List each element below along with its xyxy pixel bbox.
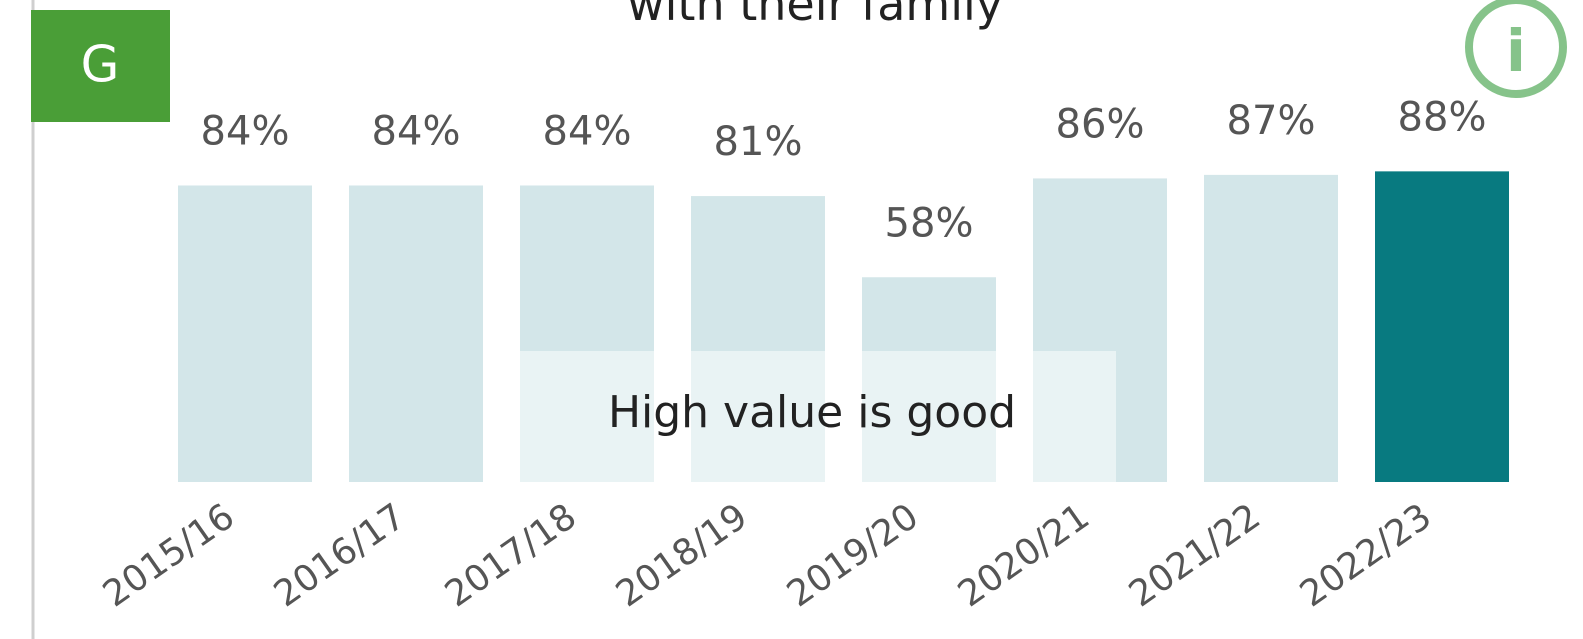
info-button[interactable]: i xyxy=(1465,0,1567,98)
x-tick-label: 2015/16 xyxy=(96,496,242,615)
x-tick-label: 2020/21 xyxy=(951,496,1097,615)
overlay: High value is good xyxy=(520,351,1116,482)
x-tick-label: 2019/20 xyxy=(780,496,926,615)
info-circle[interactable] xyxy=(1465,0,1567,98)
x-tick-label: 2021/22 xyxy=(1122,496,1268,615)
annotation: High value is good xyxy=(608,387,1016,438)
rating-badge xyxy=(31,10,170,122)
rating-badge-text: G xyxy=(81,36,120,94)
value-label: 58% xyxy=(885,200,974,246)
bar xyxy=(178,185,312,483)
chart-title: with their family xyxy=(627,0,1003,31)
value-label: 84% xyxy=(543,108,632,154)
bar xyxy=(1204,174,1338,482)
bar xyxy=(349,185,483,483)
value-label: 84% xyxy=(372,108,461,154)
x-tick-label: 2016/17 xyxy=(267,496,413,615)
value-label: 81% xyxy=(714,119,803,165)
bar xyxy=(1375,171,1509,483)
info-icon[interactable]: i xyxy=(1506,17,1526,85)
value-label: 84% xyxy=(201,108,290,154)
value-label: 87% xyxy=(1227,98,1316,144)
value-label: 86% xyxy=(1056,101,1145,147)
x-tick-label: 2018/19 xyxy=(609,496,755,615)
annotation-box xyxy=(520,351,1116,482)
x-tick-label: 2017/18 xyxy=(438,496,584,615)
x-tick-label: 2022/23 xyxy=(1293,496,1439,615)
value-label: 88% xyxy=(1398,94,1487,140)
